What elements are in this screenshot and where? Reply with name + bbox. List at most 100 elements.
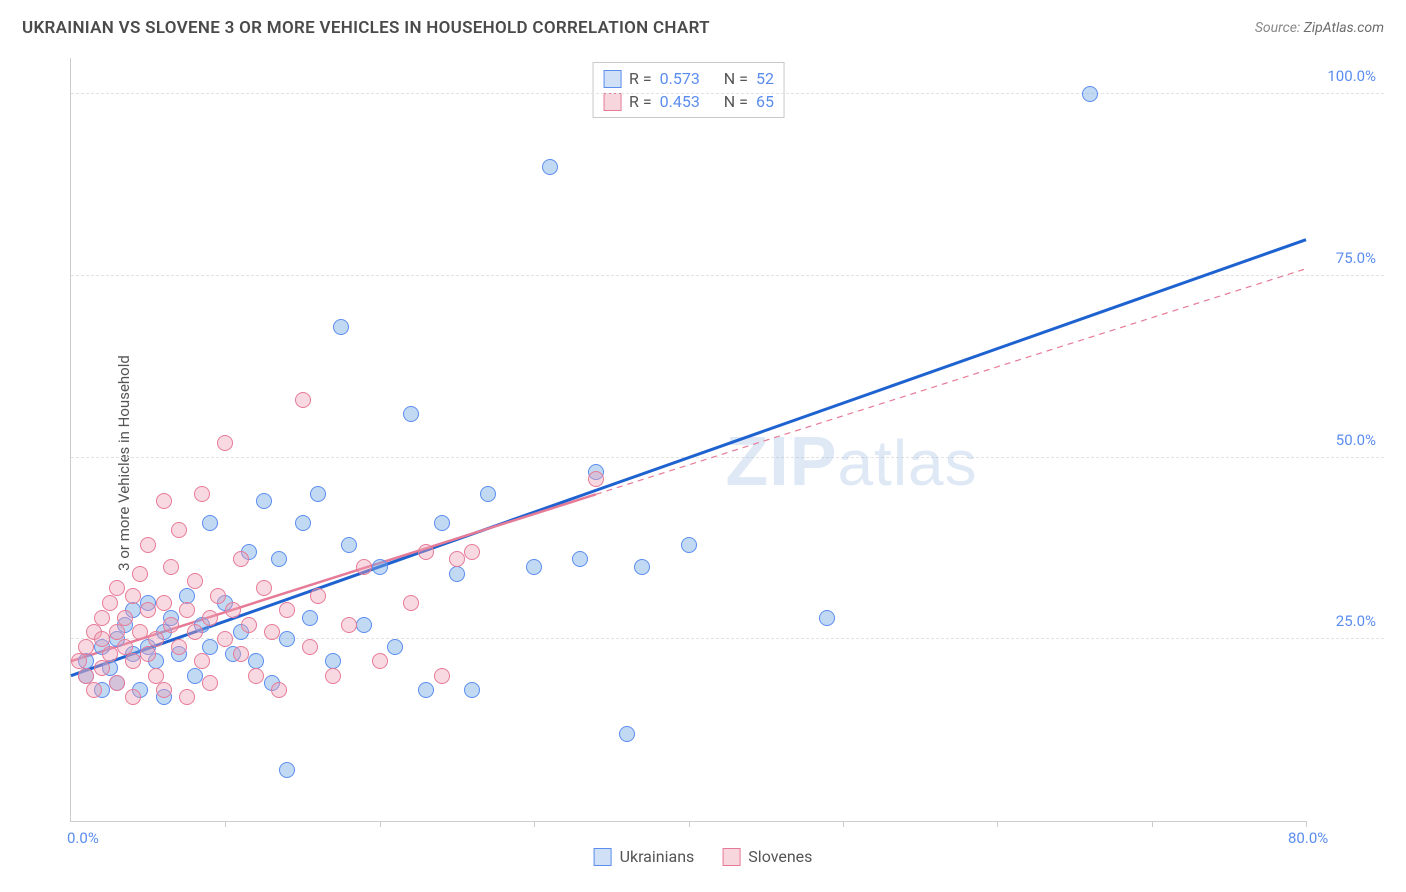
y-tick-label: 50.0%	[1336, 431, 1376, 449]
data-point-ukrainian	[449, 566, 465, 582]
data-point-ukrainian	[387, 639, 403, 655]
data-point-slovene	[109, 675, 125, 691]
chart: 3 or more Vehicles in Household R = 0.57…	[22, 52, 1384, 874]
data-point-slovene	[117, 639, 133, 655]
data-point-slovene	[163, 617, 179, 633]
source: Source: ZipAtlas.com	[1255, 20, 1384, 36]
x-tick	[689, 821, 690, 827]
y-tick-label: 75.0%	[1336, 249, 1376, 267]
data-point-ukrainian	[619, 726, 635, 742]
data-point-slovene	[163, 559, 179, 575]
y-tick-label: 25.0%	[1336, 612, 1376, 630]
source-link[interactable]: ZipAtlas.com	[1304, 20, 1384, 36]
data-point-slovene	[78, 639, 94, 655]
data-point-ukrainian	[279, 762, 295, 778]
data-point-slovene	[156, 682, 172, 698]
data-point-ukrainian	[295, 515, 311, 531]
data-point-slovene	[271, 682, 287, 698]
data-point-slovene	[356, 559, 372, 575]
data-point-slovene	[109, 624, 125, 640]
data-point-slovene	[156, 493, 172, 509]
data-point-slovene	[341, 617, 357, 633]
legend-label: Slovenes	[748, 847, 812, 866]
data-point-slovene	[302, 639, 318, 655]
data-point-ukrainian	[634, 559, 650, 575]
data-point-slovene	[202, 675, 218, 691]
legend-item-ukrainians: Ukrainians	[594, 847, 695, 866]
y-tick-label: 100.0%	[1327, 67, 1376, 85]
data-point-ukrainian	[542, 159, 558, 175]
data-point-ukrainian	[372, 559, 388, 575]
data-point-slovene	[295, 392, 311, 408]
data-point-ukrainian	[271, 551, 287, 567]
swatch-blue-icon	[594, 848, 612, 866]
data-point-slovene	[225, 602, 241, 618]
data-point-ukrainian	[572, 551, 588, 567]
data-point-ukrainian	[403, 406, 419, 422]
data-point-slovene	[202, 610, 218, 626]
data-point-ukrainian	[187, 668, 203, 684]
data-point-slovene	[102, 646, 118, 662]
data-point-slovene	[310, 588, 326, 604]
data-point-slovene	[148, 668, 164, 684]
x-tick	[225, 821, 226, 827]
data-point-slovene	[217, 435, 233, 451]
data-point-slovene	[94, 660, 110, 676]
data-point-slovene	[194, 653, 210, 669]
data-point-slovene	[256, 580, 272, 596]
data-point-ukrainian	[256, 493, 272, 509]
data-point-slovene	[449, 551, 465, 567]
data-point-ukrainian	[341, 537, 357, 553]
x-tick	[1152, 821, 1153, 827]
data-point-ukrainian	[434, 515, 450, 531]
data-point-slovene	[464, 544, 480, 560]
data-point-ukrainian	[333, 319, 349, 335]
data-point-ukrainian	[464, 682, 480, 698]
plot-area: R = 0.573 N = 52 R = 0.453 N = 65 0.0% 2…	[70, 58, 1306, 822]
data-point-slovene	[132, 566, 148, 582]
legend-item-slovenes: Slovenes	[722, 847, 812, 866]
data-point-slovene	[248, 668, 264, 684]
data-point-slovene	[171, 522, 187, 538]
data-point-slovene	[179, 689, 195, 705]
data-point-slovene	[109, 580, 125, 596]
data-point-slovene	[132, 624, 148, 640]
data-point-slovene	[86, 682, 102, 698]
data-point-ukrainian	[302, 610, 318, 626]
data-point-slovene	[148, 631, 164, 647]
data-point-slovene	[140, 602, 156, 618]
source-label: Source:	[1255, 20, 1300, 36]
data-point-slovene	[179, 602, 195, 618]
data-point-ukrainian	[310, 486, 326, 502]
data-point-ukrainian	[356, 617, 372, 633]
chart-title: UKRAINIAN VS SLOVENE 3 OR MORE VEHICLES …	[22, 18, 710, 38]
data-point-slovene	[325, 668, 341, 684]
x-tick	[534, 821, 535, 827]
data-point-slovene	[403, 595, 419, 611]
data-point-slovene	[210, 588, 226, 604]
data-point-slovene	[434, 668, 450, 684]
x-axis-end: 80.0%	[1288, 829, 1328, 847]
data-point-slovene	[372, 653, 388, 669]
data-point-slovene	[264, 624, 280, 640]
data-point-slovene	[241, 617, 257, 633]
data-point-slovene	[171, 639, 187, 655]
data-point-slovene	[125, 653, 141, 669]
data-point-slovene	[125, 588, 141, 604]
data-point-ukrainian	[681, 537, 697, 553]
data-point-ukrainian	[202, 515, 218, 531]
data-point-slovene	[279, 602, 295, 618]
data-point-slovene	[588, 471, 604, 487]
data-point-ukrainian	[819, 610, 835, 626]
data-point-ukrainian	[480, 486, 496, 502]
x-tick	[997, 821, 998, 827]
data-point-slovene	[125, 689, 141, 705]
data-point-ukrainian	[526, 559, 542, 575]
data-point-slovene	[117, 610, 133, 626]
data-point-slovene	[156, 595, 172, 611]
x-tick	[380, 821, 381, 827]
data-point-slovene	[233, 646, 249, 662]
legend-label: Ukrainians	[620, 847, 695, 866]
trend-lines	[71, 58, 1306, 821]
data-point-slovene	[102, 595, 118, 611]
